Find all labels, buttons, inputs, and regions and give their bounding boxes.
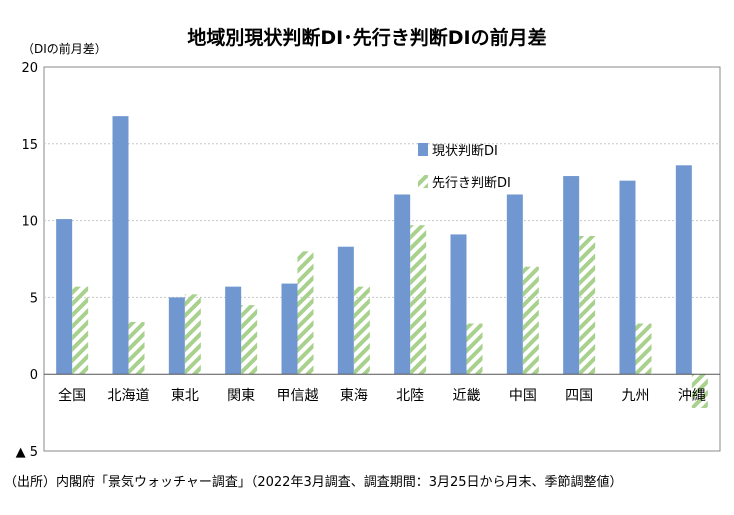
x-tick-label: 近畿 (453, 388, 481, 404)
y-tick-label: 20 (21, 61, 38, 76)
plot-frame (43, 66, 721, 452)
legend-swatch-outlook-di (418, 175, 428, 188)
x-tick-label: 中国 (509, 388, 537, 404)
bar-current-di (112, 116, 129, 375)
y-tick-label: 10 (21, 215, 38, 230)
bar-current-di (619, 180, 636, 375)
bar-current-di (675, 165, 692, 375)
bar-outlook-di (297, 251, 314, 375)
bar-outlook-di (522, 266, 539, 375)
bar-outlook-di (72, 286, 89, 375)
bar-outlook-di (241, 305, 258, 375)
y-tick-label: ▲ 5 (16, 445, 38, 460)
bar-current-di (394, 194, 411, 375)
x-tick-label: 九州 (622, 388, 650, 404)
bar-outlook-di (466, 323, 483, 375)
x-tick-label: 北海道 (108, 388, 150, 404)
bar-outlook-di (691, 374, 708, 408)
x-tick-label: 全国 (58, 387, 86, 404)
bar-outlook-di (410, 225, 427, 375)
source-note: （出所）内閣府「景気ウォッチャー調査」（2022年3月調査、調査期間：3月25日… (4, 475, 623, 490)
plot-area: 20 15 10 5 0 ▲ 5 全国 北海道 東北 関東 甲信越 東海 北陸 近畿 中国 四国 九州 沖縄 (16, 61, 721, 460)
x-tick-label: 沖縄 (678, 388, 706, 404)
x-tick-label: 東海 (340, 388, 368, 404)
bar-current-di (225, 286, 242, 375)
legend-swatch-current-di (418, 143, 428, 156)
bar-outlook-di (353, 286, 370, 375)
bar-current-di (168, 297, 185, 375)
bar-current-di (450, 234, 467, 375)
bar-outlook-di (184, 294, 201, 375)
bar-current-di (281, 283, 298, 375)
bar-current-di (506, 194, 523, 375)
legend-label-outlook-di: 先行き判断DI (432, 176, 511, 191)
y-tick-label: 15 (21, 138, 38, 153)
bar-current-di (337, 246, 354, 375)
y-tick-label: 5 (30, 291, 38, 306)
legend: 現状判断DI 先行き判断DI (418, 143, 511, 191)
bar-current-di (56, 219, 73, 375)
legend-label-current-di: 現状判断DI (432, 144, 498, 159)
y-axis-label: （DIの前月差） (22, 41, 107, 56)
x-tick-label: 北陸 (396, 388, 424, 404)
y-tick-label: 0 (30, 368, 38, 383)
x-tick-label: 四国 (565, 388, 593, 404)
x-tick-label: 関東 (227, 388, 255, 404)
bar-outlook-di (579, 235, 596, 375)
bar-outlook-di (635, 323, 652, 375)
bar-outlook-di (128, 321, 145, 375)
x-tick-label: 東北 (171, 388, 199, 404)
chart-title: 地域別現状判断DI･先行き判断DIの前月差 (187, 26, 546, 49)
bar-current-di (563, 176, 580, 375)
x-tick-label: 甲信越 (277, 388, 319, 404)
